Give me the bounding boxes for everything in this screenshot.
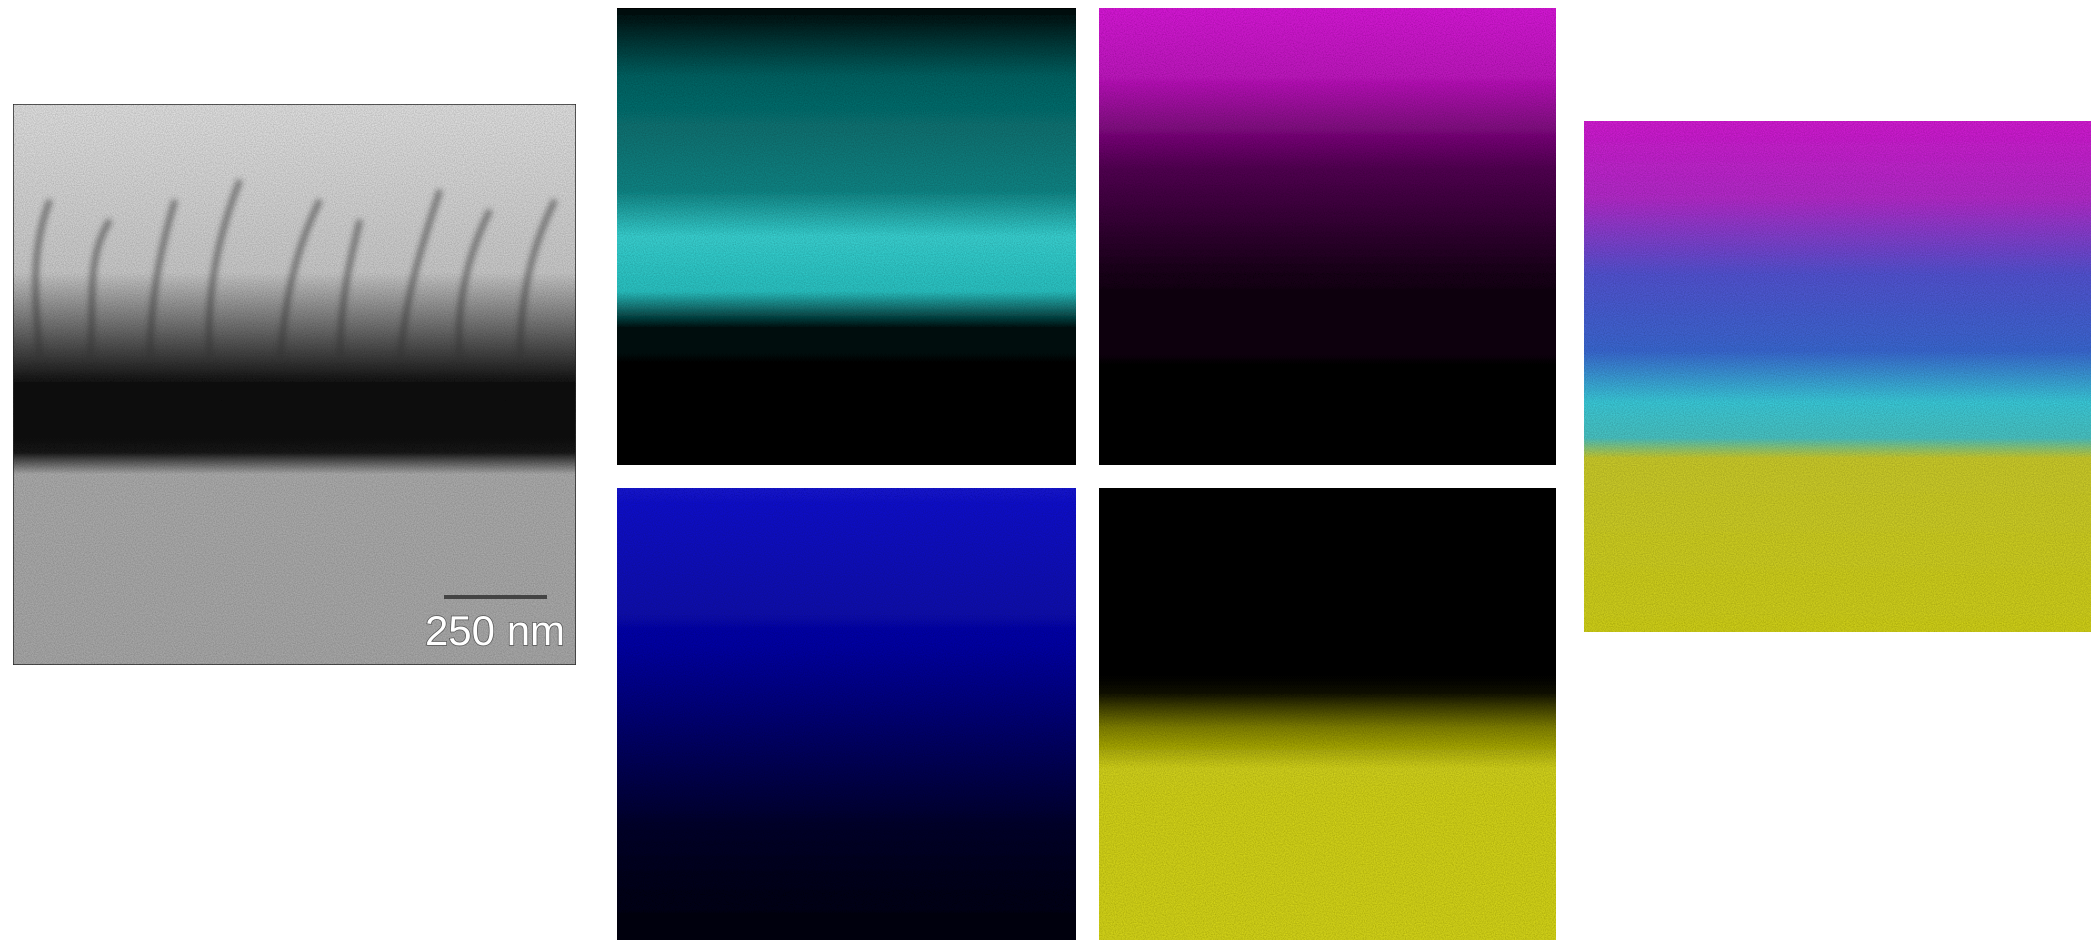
tem-panel: 250 nm	[13, 104, 576, 665]
magenta-map	[1099, 8, 1556, 465]
yellow-map	[1099, 488, 1556, 940]
cyan-map	[617, 8, 1076, 465]
scale-label: 250 nm	[425, 607, 565, 654]
composite-map	[1584, 121, 2091, 632]
figure: 250 nm	[0, 0, 2091, 942]
page: {"scale_bar": {"label": "250 nm"}}	[0, 0, 2091, 942]
blue-map	[617, 488, 1076, 940]
tem-image	[13, 104, 576, 665]
